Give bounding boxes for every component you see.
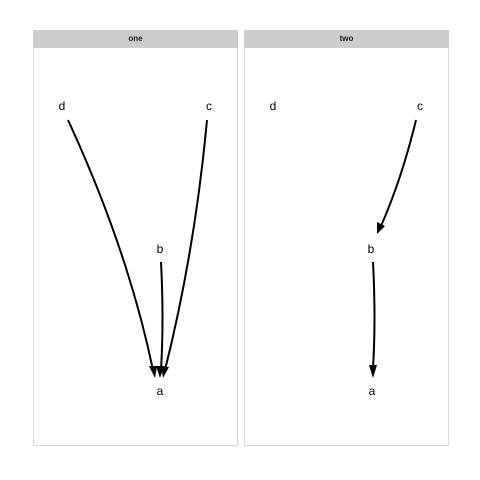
node-one-b: b bbox=[157, 242, 164, 256]
node-one-c: c bbox=[206, 99, 212, 113]
node-two-b: b bbox=[368, 242, 375, 256]
facet-strip-one: one bbox=[33, 30, 238, 48]
edge-one-b-a bbox=[160, 261, 164, 371]
facet-panel-two: two bbox=[244, 30, 449, 446]
arrowhead-one-c-a bbox=[161, 366, 169, 378]
edge-two-c-b bbox=[380, 119, 417, 227]
arrowhead-two-b-a bbox=[369, 365, 377, 378]
node-one-d: d bbox=[59, 99, 66, 113]
arrowhead-one-d-a bbox=[149, 366, 157, 378]
node-two-d: d bbox=[270, 99, 277, 113]
edge-one-d-a bbox=[67, 119, 154, 371]
edge-two-b-a bbox=[372, 261, 376, 369]
node-one-a: a bbox=[157, 384, 164, 398]
node-two-a: a bbox=[369, 384, 376, 398]
arrowhead-two-c-b bbox=[377, 222, 385, 234]
node-two-c: c bbox=[417, 99, 423, 113]
edge-one-c-a bbox=[164, 119, 208, 371]
facet-panel-one: one bbox=[33, 30, 238, 446]
facet-strip-two: two bbox=[244, 30, 449, 48]
